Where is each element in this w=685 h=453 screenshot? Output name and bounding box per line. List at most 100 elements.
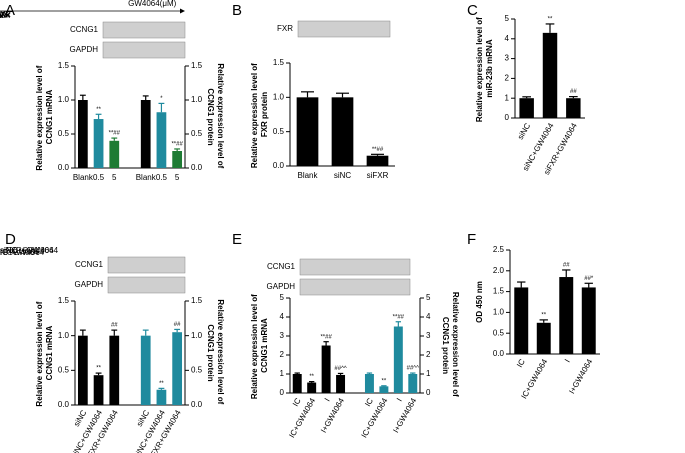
y2-tick-label: 2 [426, 350, 431, 359]
bar [140, 100, 151, 168]
bar [156, 389, 167, 405]
y-axis-label: OD 450 nm [475, 281, 484, 323]
blot-row-label: CCNG1 [75, 260, 104, 269]
bar [321, 345, 331, 393]
y-tick-label: 1.0 [58, 95, 70, 104]
x-tick-label: Blank [136, 173, 157, 182]
bar [331, 97, 354, 166]
bar [336, 374, 346, 393]
x-tick-label: I+GW4064 [567, 357, 594, 395]
blot-arrowhead [180, 8, 185, 14]
x-tick-label: siNC [516, 121, 533, 141]
significance-label: ## [570, 89, 577, 95]
significance-label: ** [548, 17, 553, 23]
y2-tick-label: 1.0 [191, 331, 203, 340]
bar [379, 386, 389, 393]
y2-tick-label: 5 [426, 293, 431, 302]
y2-axis-label: Relative expression level of CCNG1 prote… [206, 299, 225, 406]
y-tick-label: 0.5 [493, 328, 505, 337]
y-tick-label: 1.5 [58, 296, 70, 305]
significance-label: ** [96, 366, 101, 372]
panel-letter: F [467, 231, 476, 248]
blot-header: GW4064(μM) [128, 0, 177, 8]
y2-tick-label: 0.5 [191, 365, 203, 374]
bar [93, 119, 104, 168]
significance-label: ** [159, 381, 164, 387]
blot-row-label: GAPDH [75, 280, 104, 289]
y2-tick-label: 1 [426, 369, 431, 378]
bar [542, 32, 558, 118]
x-tick-label: 5 [112, 173, 117, 182]
significance-label: **## [372, 147, 384, 153]
bar [292, 374, 302, 393]
y-tick-label: 0 [505, 113, 510, 122]
x-tick-label: IC [515, 357, 527, 369]
y-tick-label: 0.0 [58, 400, 70, 409]
y2-tick-label: 1.5 [191, 61, 203, 70]
y-tick-label: 1.5 [273, 58, 285, 67]
blot-lane-label: siFXR [0, 10, 11, 19]
significance-label: **## [393, 314, 405, 320]
x-tick-label: Blank [297, 171, 318, 180]
blot-strip [102, 41, 186, 59]
bar [140, 335, 151, 405]
panel-letter: B [232, 2, 242, 19]
y-tick-label: 2 [280, 350, 285, 359]
x-tick-label: 5 [175, 173, 180, 182]
blot-row-label: GAPDH [70, 45, 99, 54]
significance-label: ##* [584, 276, 594, 282]
bar [109, 140, 120, 168]
bar [559, 277, 574, 354]
x-tick-label: I [563, 358, 572, 364]
y2-tick-label: 0.0 [191, 400, 203, 409]
y-axis-label: Relative expression level of CCNG1 mRNA [35, 63, 54, 170]
blot-lane-label: 0.5 [0, 11, 6, 20]
significance-label: ** [309, 374, 314, 380]
x-tick-label: 0.5 [156, 173, 168, 182]
blot-lane-label: siNC+GW4064 [0, 246, 54, 255]
bar [519, 98, 534, 118]
y2-tick-label: 4 [426, 312, 431, 321]
blot-row-label: CCNG1 [70, 25, 99, 34]
bar [77, 335, 88, 405]
y-tick-label: 2.5 [493, 245, 505, 254]
y-tick-label: 2 [505, 74, 510, 83]
y-tick-label: 0.0 [493, 349, 505, 358]
y2-tick-label: 0.0 [191, 163, 203, 172]
y-axis-label: Relative expression level of FXR protein [250, 61, 269, 168]
bar [77, 100, 88, 168]
bar [514, 287, 529, 354]
y2-tick-label: 3 [426, 331, 431, 340]
y-tick-label: 1.0 [273, 92, 285, 101]
y-tick-label: 1.5 [493, 287, 505, 296]
panel-letter: A [5, 2, 15, 19]
x-tick-label: I+GW4064 [319, 396, 346, 434]
bar [536, 322, 551, 354]
y-tick-label: 4 [280, 312, 285, 321]
blot-strip [297, 20, 391, 38]
significance-label: ##^^ [407, 366, 419, 372]
bar [156, 112, 167, 168]
significance-label: ** [541, 312, 546, 318]
blot-row-label: FXR [277, 24, 293, 33]
y-tick-label: 3 [280, 331, 285, 340]
blot-lane-label: Blank [0, 10, 11, 19]
y-tick-label: 4 [505, 34, 510, 43]
x-tick-label: 0.5 [93, 173, 105, 182]
y-tick-label: 1.0 [58, 331, 70, 340]
bar [566, 98, 581, 118]
y2-axis-label: Relative expression level of CCNG1 prote… [206, 63, 225, 170]
y2-tick-label: 1.0 [191, 95, 203, 104]
bar [366, 155, 389, 166]
y-tick-label: 0 [280, 388, 285, 397]
bar [172, 332, 183, 405]
x-tick-label: IC [291, 396, 303, 408]
x-tick-label: I [395, 397, 404, 403]
x-tick-label: I [323, 397, 332, 403]
y-axis-label: Relative expression level of CCNG1 mRNA [250, 292, 269, 399]
significance-label: ## [174, 322, 181, 328]
significance-label: **## [171, 142, 183, 148]
y-tick-label: 1 [505, 93, 510, 102]
panel-letter: E [232, 231, 242, 248]
significance-label: ## [563, 263, 570, 269]
